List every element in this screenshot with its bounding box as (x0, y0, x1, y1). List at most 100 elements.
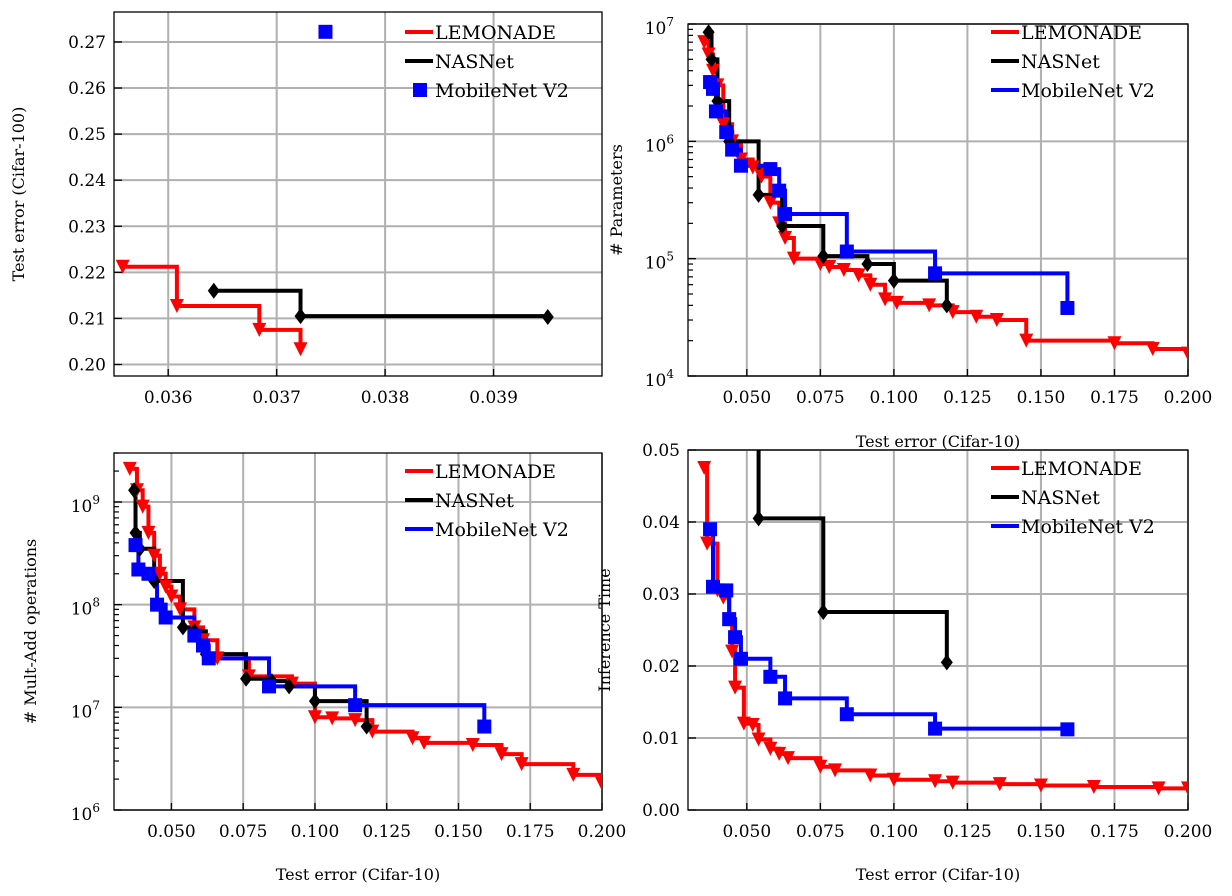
y-tick-label: 0.27 (68, 33, 106, 53)
x-tick-label: 0.037 (252, 388, 301, 408)
legend-label-mobilenet-v2: MobileNet V2 (435, 80, 569, 102)
data-point-lemonade (725, 644, 740, 659)
data-point-lemonade (514, 757, 529, 772)
tick-label-base: 10 (71, 600, 93, 620)
data-point-lemonade (889, 295, 904, 310)
series-layer (697, 24, 1188, 361)
data-point-nasnet (776, 217, 789, 234)
data-point-lemonade (417, 735, 432, 750)
data-point-mobilenet-v2 (195, 638, 210, 653)
legend: LEMONADE NASNet MobileNet V2 (405, 22, 569, 102)
x-tick-label: 0.075 (796, 822, 845, 842)
data-point-lemonade (778, 231, 793, 246)
data-point-mobilenet-v2 (706, 579, 720, 594)
data-point-lemonade (1181, 781, 1188, 796)
data-point-nasnet (817, 604, 830, 620)
data-point-mobilenet-v2 (477, 719, 492, 734)
data-point-lemonade (173, 602, 188, 617)
data-point-mobilenet-v2 (839, 707, 854, 722)
series-line-nasnet (756, 450, 949, 663)
y-axis-label: Inference Time (595, 568, 614, 691)
legend-label-nasnet: NASNet (435, 490, 514, 512)
data-point-mobilenet-v2 (778, 691, 793, 706)
data-point-mobilenet-v2 (728, 630, 743, 645)
y-tick-label: 0.24 (68, 171, 106, 191)
data-point-lemonade (169, 298, 184, 313)
y-tick-label: 0.04 (642, 513, 680, 533)
x-tick-label: 0.200 (1164, 388, 1213, 408)
y-tick-label: 107 (645, 15, 674, 39)
x-axis-label: Test error (Cifar-10) (856, 865, 1020, 884)
chart-panel-2: 0.050 0.075 0.100 0.125 0.150 0.175 0.20010410… (607, 15, 1212, 451)
data-point-lemonade (763, 741, 778, 756)
data-point-lemonade (465, 737, 480, 752)
data-point-mobilenet-v2 (772, 183, 787, 198)
data-point-lemonade (147, 548, 162, 563)
data-point-lemonade (1107, 336, 1122, 351)
chart-panel-3: 0.050 0.075 0.100 0.125 0.150 0.175 0.20010610… (21, 452, 626, 884)
data-point-mobilenet-v2 (150, 597, 165, 612)
series-layer (697, 450, 1188, 796)
data-point-lemonade (863, 768, 878, 783)
data-point-lemonade (969, 309, 984, 324)
series-line-mobilenet-v2 (710, 527, 1070, 731)
data-point-lemonade (307, 710, 322, 725)
x-tick-label: 0.038 (361, 388, 410, 408)
x-axis-label: Test error (Cifar-10) (856, 432, 1020, 451)
tick-label-base: 10 (645, 371, 667, 391)
data-point-lemonade (115, 259, 130, 274)
data-point-lemonade (494, 747, 509, 762)
y-tick-label: 106 (71, 801, 100, 825)
legend-label-nasnet: NASNet (1021, 51, 1100, 73)
x-tick-label: 0.039 (469, 388, 518, 408)
data-point-nasnet (207, 282, 220, 299)
x-tick-label: 0.175 (506, 822, 555, 842)
data-point-mobilenet-v2 (158, 610, 173, 625)
x-tick-label: 0.150 (1017, 822, 1066, 842)
data-point-mobilenet-v2 (1060, 300, 1075, 315)
x-tick-label: 0.075 (219, 822, 268, 842)
legend-label-lemonade: LEMONADE (1021, 22, 1142, 44)
y-tick-label: 107 (71, 698, 100, 722)
data-point-nasnet (308, 693, 321, 710)
data-point-lemonade (405, 731, 420, 746)
legend-label-nasnet: NASNet (1021, 487, 1100, 509)
x-tick-label: 0.050 (722, 388, 771, 408)
data-point-lemonade (141, 525, 156, 540)
chart-panel-1: 0.036 0.037 0.038 0.039 0.20 0.21 0.22 0.23 0.24… (9, 11, 603, 408)
data-point-nasnet (702, 24, 715, 41)
series-line-lemonade (122, 264, 303, 350)
y-tick-label: 0.20 (68, 355, 106, 375)
data-point-mobilenet-v2 (763, 162, 778, 177)
data-point-lemonade (252, 322, 267, 337)
x-tick-label: 0.125 (943, 388, 992, 408)
data-point-mobilenet-v2 (706, 81, 720, 96)
data-point-lemonade (1033, 778, 1048, 793)
data-point-lemonade (566, 767, 581, 782)
data-point-lemonade (697, 461, 712, 475)
data-point-lemonade (122, 461, 137, 476)
x-tick-label: 0.150 (434, 822, 483, 842)
data-point-lemonade (716, 117, 731, 132)
data-point-mobilenet-v2 (722, 612, 737, 627)
y-axis-label: # Mult-Add operations (21, 539, 40, 724)
data-point-lemonade (772, 746, 787, 761)
tick-label-base: 10 (71, 702, 93, 722)
y-axis-label: Test error (Cifar-100) (9, 107, 28, 282)
y-tick-label: 0.26 (68, 79, 106, 99)
y-tick-label: 0.03 (642, 585, 680, 605)
data-point-lemonade (989, 313, 1004, 328)
data-point-mobilenet-v2 (928, 721, 943, 736)
plot-frame (687, 23, 1189, 377)
data-point-nasnet (752, 510, 765, 527)
x-tick-label: 0.050 (722, 822, 771, 842)
legend-label-mobilenet-v2: MobileNet V2 (1021, 80, 1155, 102)
x-tick-label: 0.100 (870, 388, 919, 408)
legend: LEMONADE NASNet MobileNet V2 (991, 22, 1155, 102)
data-point-mobilenet-v2 (839, 244, 854, 259)
data-point-nasnet (887, 272, 900, 289)
x-tick-label: 0.125 (943, 822, 992, 842)
tick-label-base: 10 (71, 497, 93, 517)
data-point-nasnet (752, 186, 765, 203)
data-point-mobilenet-v2 (141, 566, 156, 581)
